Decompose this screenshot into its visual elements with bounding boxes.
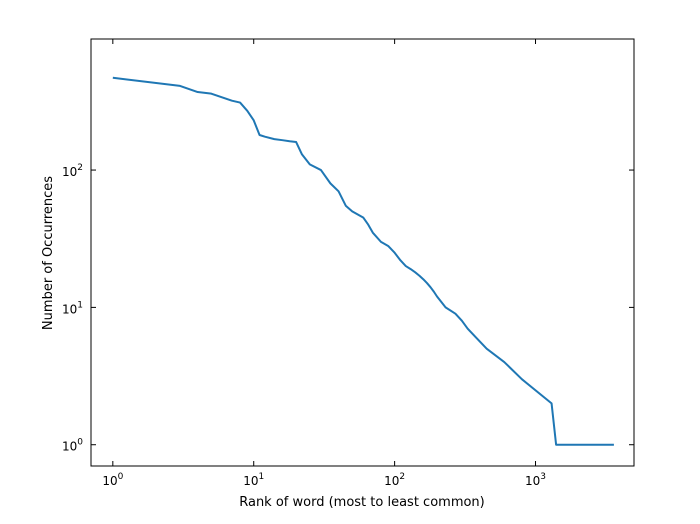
- y-tick-label: 101: [62, 300, 83, 316]
- plot-frame: [90, 38, 635, 467]
- x-tick-label-base: 10: [384, 474, 399, 488]
- y-tick-label: 100: [62, 438, 83, 454]
- y-tick-label-base: 10: [62, 440, 77, 454]
- series-layer: [112, 76, 614, 446]
- y-axis-label: Number of Occurrences: [41, 176, 56, 330]
- x-tick-label-exponent: 0: [118, 472, 124, 482]
- x-tick-label: 102: [384, 472, 405, 488]
- y-tick-label: 102: [62, 163, 83, 179]
- series-line: [112, 76, 614, 446]
- x-tick-label: 100: [102, 472, 123, 488]
- x-tick-label-base: 10: [525, 474, 540, 488]
- y-tick-label-base: 10: [62, 165, 77, 179]
- y-tick-label-base: 10: [62, 302, 77, 316]
- x-tick-label-exponent: 3: [540, 472, 546, 482]
- x-tick-label-exponent: 1: [258, 472, 264, 482]
- x-tick-label-base: 10: [243, 474, 258, 488]
- x-tick-label: 103: [525, 472, 546, 488]
- x-tick-label-base: 10: [102, 474, 117, 488]
- x-tick-label-exponent: 2: [399, 472, 405, 482]
- y-tick-label-exponent: 1: [77, 300, 83, 310]
- x-axis-label: Rank of word (most to least common): [239, 495, 485, 510]
- y-tick-label-exponent: 0: [77, 438, 83, 448]
- x-tick-label: 101: [243, 472, 264, 488]
- y-tick-label-exponent: 2: [77, 163, 83, 173]
